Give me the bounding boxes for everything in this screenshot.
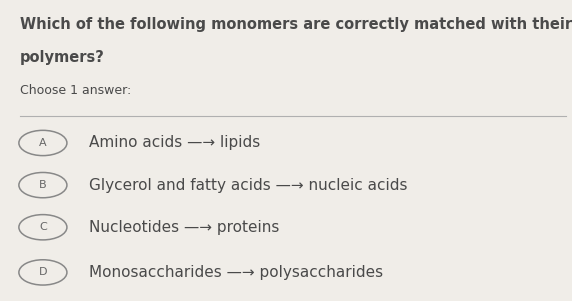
- Text: Glycerol and fatty acids —→ nucleic acids: Glycerol and fatty acids —→ nucleic acid…: [89, 178, 407, 193]
- Text: Monosaccharides —→ polysaccharides: Monosaccharides —→ polysaccharides: [89, 265, 383, 280]
- Text: D: D: [39, 267, 47, 278]
- Text: polymers?: polymers?: [20, 50, 105, 65]
- Text: Amino acids —→ lipids: Amino acids —→ lipids: [89, 135, 260, 150]
- Text: Choose 1 answer:: Choose 1 answer:: [20, 84, 131, 97]
- Text: C: C: [39, 222, 47, 232]
- Text: B: B: [39, 180, 47, 190]
- Text: A: A: [39, 138, 47, 148]
- Text: Nucleotides —→ proteins: Nucleotides —→ proteins: [89, 220, 279, 235]
- Text: Which of the following monomers are correctly matched with their: Which of the following monomers are corr…: [20, 17, 572, 32]
